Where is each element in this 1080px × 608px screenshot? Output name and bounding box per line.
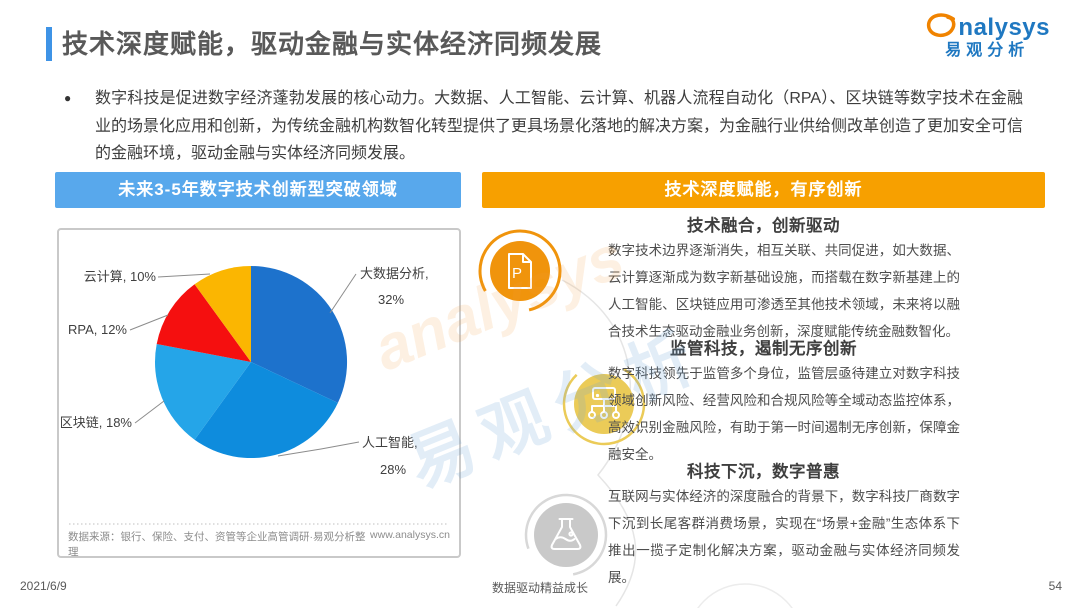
pie-slice-云计算 xyxy=(194,266,251,362)
brand-logo: nalysys 易观分析 xyxy=(924,12,1050,59)
left-panel-header: 未来3-5年数字技术创新型突破领域 xyxy=(55,172,461,208)
pie-label-bigdata-2: 32% xyxy=(378,292,404,307)
footer-page-number: 54 xyxy=(1048,579,1062,593)
item-1-text: 数字技术边界逐渐消失，相互关联、共同促进，如大数据、云计算逐渐成为数字新基础设施… xyxy=(608,243,960,339)
pie-slice-区块链 xyxy=(154,344,251,440)
item-3-title: 科技下沉，数字普惠 xyxy=(687,463,840,481)
intro-paragraph: 数字科技是促进数字经济蓬勃发展的核心动力。大数据、人工智能、云计算、机器人流程自… xyxy=(95,90,1024,162)
logo-swirl-icon xyxy=(927,13,956,38)
pie-chart: 云计算, 10% RPA, 12% 区块链, 18% 大数据分析, 32% 人工… xyxy=(60,266,449,525)
pie-label-rpa: RPA, 12% xyxy=(68,322,127,337)
bullet-icon: ● xyxy=(64,91,72,105)
page-title: 技术深度赋能，驱动金融与实体经济同频发展 xyxy=(62,29,603,59)
pie-label-ai-2: 28% xyxy=(380,462,406,477)
footer-date: 2021/6/9 xyxy=(20,579,67,593)
pie-label-bigdata-1: 大数据分析, xyxy=(360,266,429,281)
footer-slogan: 数据驱动精益成长 xyxy=(491,581,588,595)
pie-slice-大数据分析 xyxy=(251,266,348,403)
item-2-text: 数字科技领先于监管多个身位，监管层亟待建立对数字科技领域创新风险、经营风险和合规… xyxy=(608,366,960,462)
pie-slice-RPA xyxy=(156,284,251,362)
pie-chart-panel: 云计算, 10% RPA, 12% 区块链, 18% 大数据分析, 32% 人工… xyxy=(57,228,461,558)
pie-slices xyxy=(154,266,348,459)
document-p-icon: P xyxy=(477,228,563,314)
logo-brand-tail: nalysys xyxy=(958,14,1050,41)
pie-labels: 云计算, 10% RPA, 12% 区块链, 18% 大数据分析, 32% 人工… xyxy=(60,266,429,477)
pie-label-cloud: 云计算, 10% xyxy=(84,269,157,284)
right-panel-header: 技术深度赋能，有序创新 xyxy=(482,172,1045,208)
logo-brand-cn: 易观分析 xyxy=(945,42,1030,59)
website-link[interactable]: www.analysys.cn xyxy=(370,529,450,541)
title-accent-bar xyxy=(46,27,52,61)
svg-text:P: P xyxy=(512,265,522,282)
item-2-title: 监管科技，遏制无序创新 xyxy=(670,340,857,358)
pie-leader-lines xyxy=(129,273,360,457)
pie-label-ai-1: 人工智能, xyxy=(362,435,418,450)
pie-slice-人工智能 xyxy=(194,362,338,459)
data-source-note: 数据来源：银行、保险、支付、资管等企业高管调研·易观分析整理 xyxy=(68,531,366,558)
flask-icon xyxy=(523,492,609,578)
pie-label-blockchain: 区块链, 18% xyxy=(60,415,133,430)
item-3-text: 互联网与实体经济的深度融合的背景下，数字科技厂商数字下沉到长尾客群消费场景，实现… xyxy=(608,489,960,585)
item-1-title: 技术融合，创新驱动 xyxy=(687,217,840,235)
